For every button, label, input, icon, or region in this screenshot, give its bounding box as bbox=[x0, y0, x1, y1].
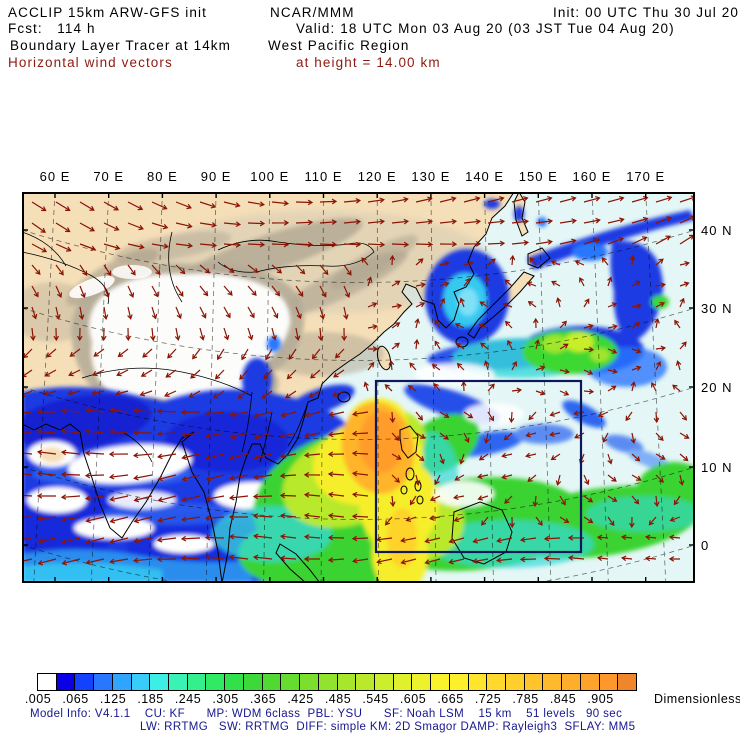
model-info-line2: LW: RRTMG SW: RRTMG DIFF: simple KM: 2D … bbox=[140, 721, 636, 733]
colorbar-segment bbox=[430, 673, 450, 691]
lon-tick-label: 100 E bbox=[250, 169, 290, 184]
valid-time: Valid: 18 UTC Mon 03 Aug 20 (03 JST Tue … bbox=[296, 21, 675, 36]
colorbar-units: Dimensionless bbox=[654, 692, 740, 706]
colorbar-tick-label: .785 bbox=[512, 692, 539, 706]
colorbar-segment bbox=[261, 673, 282, 691]
colorbar-segment bbox=[242, 673, 263, 691]
analysis-box bbox=[374, 379, 583, 554]
colorbar-tick-label: .665 bbox=[437, 692, 464, 706]
forecast-hour: Fcst: 114 h bbox=[8, 21, 96, 36]
colorbar-segment bbox=[373, 673, 394, 691]
colorbar-segment bbox=[168, 673, 188, 691]
colorbar-segment bbox=[486, 673, 506, 691]
wind-vector-layer bbox=[22, 195, 695, 566]
colorbar-segment bbox=[317, 673, 338, 691]
colorbar-tick-label: .005 bbox=[24, 692, 52, 706]
colorbar-segment bbox=[579, 673, 600, 691]
lon-tick-label: 130 E bbox=[411, 169, 451, 184]
colorbar-segment bbox=[130, 673, 151, 691]
colorbar-segment bbox=[93, 673, 113, 691]
colorbar-segment bbox=[504, 673, 525, 691]
lat-tick-label: 20 N bbox=[701, 380, 733, 395]
colorbar-tick-label: .545 bbox=[362, 692, 389, 706]
colorbar-segment bbox=[561, 673, 581, 691]
colorbar-segment bbox=[542, 673, 563, 691]
colorbar-tick-label: .605 bbox=[399, 692, 427, 706]
lon-tick-label: 160 E bbox=[572, 169, 612, 184]
lon-tick-label: 60 E bbox=[39, 169, 71, 184]
colorbar-segment bbox=[55, 673, 76, 691]
lon-tick-label: 70 E bbox=[93, 169, 125, 184]
colorbar-segment bbox=[336, 673, 357, 691]
colorbar-tick-label: .725 bbox=[474, 692, 502, 706]
colorbar-tick-label: .845 bbox=[549, 692, 577, 706]
model-info-line1: Model Info: V4.1.1 CU: KF MP: WDM 6class… bbox=[30, 708, 623, 720]
colorbar-segment bbox=[149, 673, 170, 691]
coastline-layer bbox=[22, 192, 551, 583]
colorbar-segment bbox=[299, 673, 319, 691]
colorbar-segment bbox=[523, 673, 544, 691]
colorbar-tick-label: .425 bbox=[287, 692, 314, 706]
colorbar-segment bbox=[111, 673, 132, 691]
lon-tick-label: 170 E bbox=[626, 169, 666, 184]
lat-tick-label: 30 N bbox=[701, 301, 733, 316]
lon-tick-label: 90 E bbox=[200, 169, 232, 184]
vector-subtitle: Horizontal wind vectors bbox=[8, 55, 173, 70]
height-subtitle: at height = 14.00 km bbox=[296, 55, 441, 70]
colorbar-tick-label: .125 bbox=[99, 692, 127, 706]
tracer-layer bbox=[22, 199, 695, 583]
lon-tick-label: 140 E bbox=[465, 169, 505, 184]
colorbar-tick-label: .905 bbox=[587, 692, 614, 706]
colorbar-tick-label: .305 bbox=[212, 692, 239, 706]
map-border bbox=[22, 192, 695, 583]
field-title: Boundary Layer Tracer at 14km bbox=[10, 38, 231, 53]
colorbar-segment bbox=[411, 673, 432, 691]
map-frame bbox=[22, 192, 695, 583]
colorbar-tick-label: .065 bbox=[62, 692, 89, 706]
colorbar-segment bbox=[617, 673, 637, 691]
colorbar-tick-label: .185 bbox=[137, 692, 164, 706]
colorbar-segment bbox=[467, 673, 488, 691]
colorbar-segment bbox=[280, 673, 301, 691]
lat-tick-label: 10 N bbox=[701, 460, 733, 475]
model-title: ACCLIP 15km ARW-GFS init bbox=[8, 5, 207, 20]
colorbar-segment bbox=[448, 673, 469, 691]
colorbar-segment bbox=[74, 673, 95, 691]
colorbar-tick-label: .365 bbox=[249, 692, 277, 706]
colorbar-segment bbox=[224, 673, 244, 691]
colorbar-segment bbox=[37, 673, 57, 691]
colorbar-segment bbox=[598, 673, 619, 691]
region-title: West Pacific Region bbox=[268, 38, 410, 53]
colorbar-segment bbox=[205, 673, 226, 691]
map-canvas bbox=[22, 192, 695, 583]
lon-tick-label: 80 E bbox=[147, 169, 178, 184]
lon-tick-label: 120 E bbox=[357, 169, 397, 184]
colorbar-tick-label: .245 bbox=[174, 692, 202, 706]
colorbar-segment bbox=[392, 673, 413, 691]
lon-tick-label: 110 E bbox=[304, 169, 343, 184]
colorbar bbox=[37, 673, 637, 691]
lat-tick-label: 40 N bbox=[701, 223, 733, 238]
center-name: NCAR/MMM bbox=[270, 5, 355, 20]
lon-tick-label: 150 E bbox=[518, 169, 558, 184]
init-time: Init: 00 UTC Thu 30 Jul 20 bbox=[553, 5, 739, 20]
colorbar-segment bbox=[186, 673, 207, 691]
colorbar-segment bbox=[355, 673, 375, 691]
colorbar-tick-label: .485 bbox=[324, 692, 352, 706]
lat-tick-label: 0 bbox=[701, 538, 710, 553]
